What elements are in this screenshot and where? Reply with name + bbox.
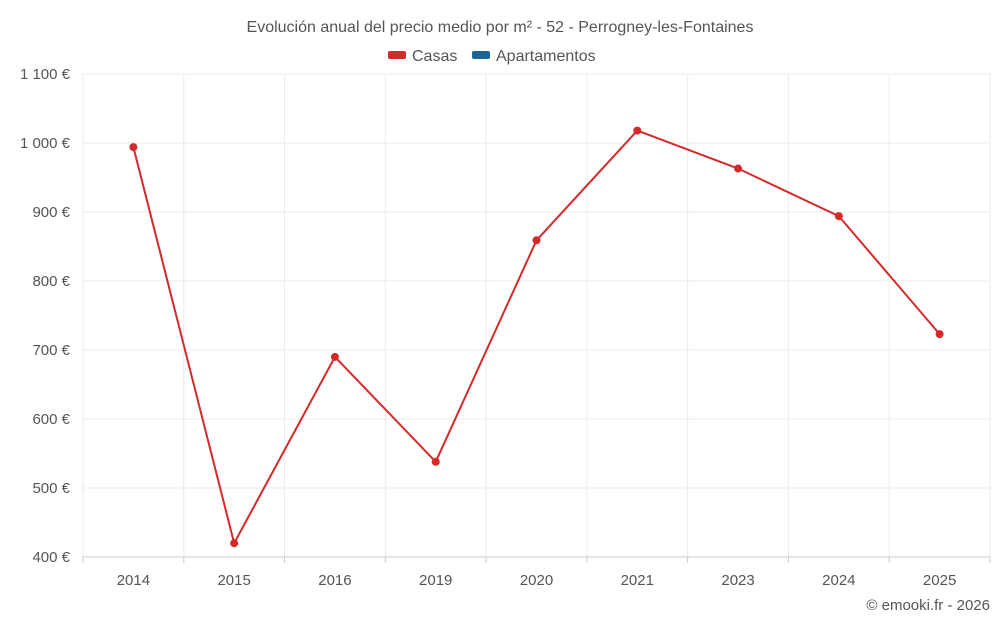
legend-item-apartamentos[interactable]: Apartamentos (472, 48, 596, 65)
x-tick-label: 2021 (621, 572, 654, 589)
data-point-casas[interactable] (834, 212, 843, 221)
plot-area: 400 € 500 € 600 € 700 € 800 € 900 € 1 000 € 1 1… (20, 66, 991, 589)
x-tick-label: 2020 (520, 572, 553, 589)
legend-label-casas: Casas (412, 48, 457, 65)
y-tick-label: 700 € (32, 342, 70, 359)
legend: Casas Apartamentos (388, 48, 596, 65)
legend-swatch-casas (388, 51, 406, 59)
y-tick-label: 500 € (32, 480, 70, 497)
data-point-casas[interactable] (330, 352, 339, 361)
data-point-casas[interactable] (734, 164, 743, 173)
legend-label-apartamentos: Apartamentos (496, 48, 596, 65)
legend-swatch-apartamentos (472, 51, 490, 59)
data-point-casas[interactable] (532, 236, 541, 245)
y-tick-label: 900 € (32, 204, 70, 221)
x-tick-label: 2016 (318, 572, 351, 589)
y-tick-label: 800 € (32, 273, 70, 290)
x-tick-label: 2025 (923, 572, 956, 589)
y-tick-label: 1 000 € (20, 135, 71, 152)
y-tick-label: 1 100 € (20, 66, 71, 83)
y-tick-label: 400 € (32, 549, 70, 566)
credit-text: © emooki.fr - 2026 (866, 597, 990, 614)
chart-title: Evolución anual del precio medio por m² … (247, 19, 754, 36)
data-point-casas[interactable] (633, 126, 642, 135)
data-point-casas[interactable] (129, 143, 138, 152)
x-tick-label: 2024 (822, 572, 855, 589)
series-line-casas (132, 129, 941, 545)
x-tick-label: 2014 (117, 572, 150, 589)
x-tick-label: 2023 (721, 572, 754, 589)
legend-item-casas[interactable]: Casas (388, 48, 457, 65)
x-tick-label: 2015 (217, 572, 250, 589)
data-point-casas[interactable] (935, 330, 944, 339)
y-tick-label: 600 € (32, 411, 70, 428)
data-point-casas[interactable] (431, 457, 440, 466)
data-point-casas[interactable] (230, 539, 239, 548)
x-tick-label: 2019 (419, 572, 452, 589)
